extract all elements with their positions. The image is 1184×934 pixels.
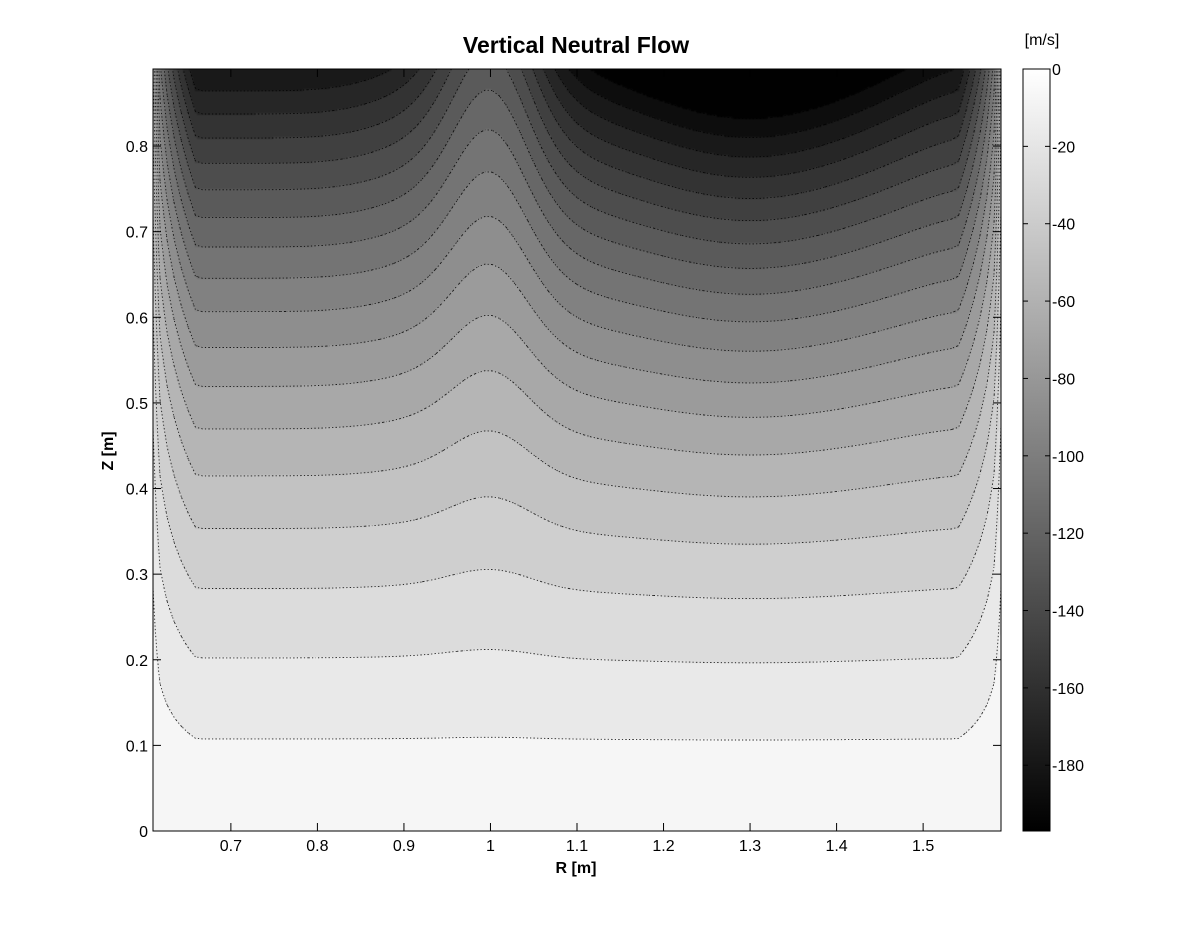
y-tick-label: 0.6	[126, 310, 148, 327]
x-tick-label: 0.9	[393, 838, 415, 855]
y-tick-label: 0.8	[126, 139, 148, 156]
x-tick-label: 0.8	[306, 838, 328, 855]
y-tick-label: 0.1	[126, 738, 148, 755]
y-tick-label: 0	[139, 824, 148, 841]
contour-line	[177, 69, 977, 199]
contour-field	[153, 69, 1001, 831]
contour-line	[153, 305, 1001, 600]
contour-line	[153, 424, 1001, 664]
y-tick-label: 0.5	[126, 396, 148, 413]
contour-line	[158, 69, 996, 323]
contour-lines	[153, 69, 1001, 741]
contour-line	[153, 130, 1001, 498]
contour-line	[189, 69, 965, 158]
colorbar-unit: [m/s]	[1025, 32, 1060, 49]
colorbar-tick-label: -20	[1052, 139, 1075, 156]
contour-line	[155, 69, 999, 384]
contour-line	[160, 69, 994, 295]
colorbar: [m/s] 0 -20 -40 -60 -80 -100 -120 -140 -160 -180	[1022, 32, 1084, 832]
colorbar-tick-label: -60	[1052, 294, 1075, 311]
colorbar-tick-label: -160	[1052, 681, 1084, 698]
x-tick-label: 1.5	[912, 838, 934, 855]
x-tick-label: 1.4	[825, 838, 847, 855]
contour-line	[172, 69, 982, 222]
contour-line	[153, 585, 1001, 741]
contour-plot	[152, 68, 1002, 832]
x-axis-ticks: 0.7 0.8 0.9 1 1.1 1.2 1.3 1.4 1.5	[220, 69, 934, 855]
contour-line	[182, 69, 971, 178]
x-tick-label: 1	[486, 838, 495, 855]
y-tick-label: 0.4	[126, 482, 148, 499]
contour-line	[589, 69, 908, 120]
colorbar-frame	[1022, 68, 1051, 832]
x-tick-label: 0.7	[220, 838, 242, 855]
contour-line	[153, 69, 1001, 456]
colorbar-gradient	[1023, 69, 1050, 831]
x-axis-label: R [m]	[556, 860, 597, 877]
colorbar-tick-label: -180	[1052, 758, 1084, 775]
contour-line	[568, 69, 955, 138]
colorbar-ticks: 0 -20 -40 -60 -80 -100 -120 -140 -160 -180	[1023, 62, 1084, 775]
contour-line	[156, 69, 997, 352]
x-tick-label: 1.2	[652, 838, 674, 855]
colorbar-tick-label: 0	[1052, 62, 1061, 79]
contour-line	[163, 69, 990, 269]
y-axis-label: Z [m]	[100, 431, 117, 470]
colorbar-tick-label: -140	[1052, 604, 1084, 621]
colorbar-tick-label: -100	[1052, 449, 1084, 466]
y-tick-label: 0.2	[126, 653, 148, 670]
chart-title: Vertical Neutral Flow	[463, 32, 689, 58]
x-tick-label: 1.3	[739, 838, 761, 855]
colorbar-tick-label: -40	[1052, 217, 1075, 234]
y-tick-label: 0.3	[126, 567, 148, 584]
colorbar-tick-label: -80	[1052, 371, 1075, 388]
x-tick-label: 1.1	[566, 838, 588, 855]
y-tick-label: 0.7	[126, 225, 148, 242]
y-axis-ticks: 0 0.1 0.2 0.3 0.4 0.5 0.6 0.7 0.8	[126, 139, 1001, 841]
contour-line	[154, 69, 1000, 418]
contour-line	[153, 210, 1001, 545]
contour-line	[167, 69, 986, 245]
colorbar-tick-label: -120	[1052, 526, 1084, 543]
